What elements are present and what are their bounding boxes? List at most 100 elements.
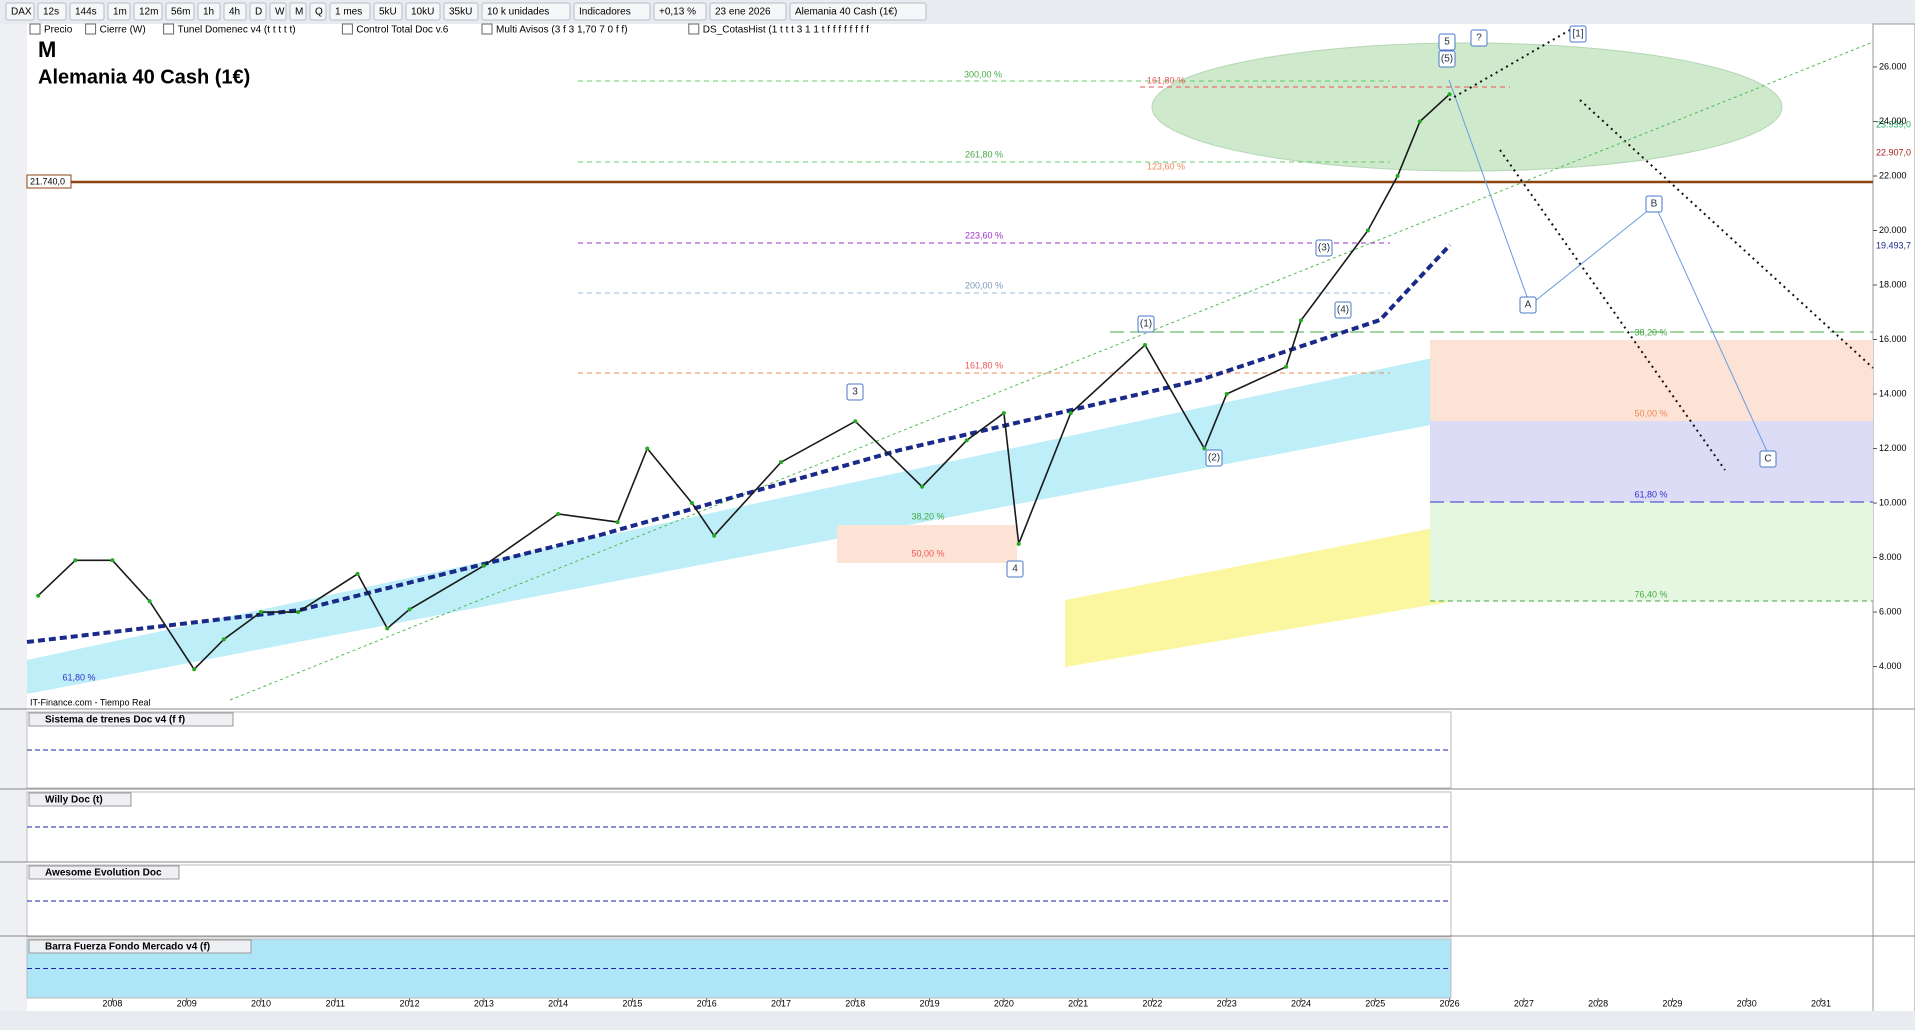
toolbar-button-label[interactable]: M [295, 7, 303, 18]
wave-box [1438, 33, 1456, 51]
toolbar-button[interactable] [443, 2, 479, 21]
fib-label: 76,40 % [1634, 589, 1667, 599]
toolbar-button-label[interactable]: 23 ene 2026 [715, 7, 771, 18]
toolbar-button-label[interactable]: 10 k unidades [487, 7, 549, 18]
toolbar-button[interactable] [107, 2, 131, 21]
y-tick-label: 14.000 [1879, 388, 1907, 398]
fib-zone [1430, 340, 1873, 421]
price-point [481, 563, 486, 568]
price-point [1224, 392, 1229, 397]
price-point [1284, 364, 1289, 369]
overlay-toggle[interactable] [481, 23, 493, 35]
toolbar-button-label[interactable]: 1h [203, 7, 214, 18]
level-box [26, 174, 72, 189]
toolbar-button[interactable] [165, 2, 195, 21]
overlay-toggle[interactable] [688, 23, 700, 35]
toolbar-button-label[interactable]: 5kU [379, 7, 397, 18]
overlay-toggle[interactable] [341, 23, 353, 35]
toolbar-button-label[interactable]: 12m [139, 7, 158, 18]
toolbar-button[interactable] [249, 2, 267, 21]
toolbar-button[interactable] [329, 2, 371, 21]
toolbar-button[interactable] [573, 2, 651, 21]
x-tick-label: 2021 [1068, 998, 1088, 1008]
toolbar-button-label[interactable]: Alemania 40 Cash (1€) [795, 7, 897, 18]
wave-box [1645, 195, 1663, 213]
projection-arrow [1579, 99, 1874, 369]
panel-title: Barra Fuerza Fondo Mercado v4 (f) [45, 942, 210, 953]
status-bar [0, 1011, 1915, 1030]
panel-title-box [28, 792, 132, 807]
price-point [964, 438, 969, 443]
toolbar-button-label[interactable]: 1m [113, 7, 127, 18]
toolbar-button[interactable] [789, 2, 927, 21]
wave-label: (1) [1140, 319, 1152, 330]
x-tick-label: 2013 [474, 998, 494, 1008]
toolbar-button-label[interactable]: 35kU [449, 7, 472, 18]
toolbar-button[interactable] [223, 2, 247, 21]
overlay-label[interactable]: Multi Avisos (3 f 3 1,70 7 0 f f) [496, 25, 628, 36]
panel-title-box [28, 712, 234, 727]
price-point [1001, 411, 1006, 416]
fib-label: 261,80 % [965, 149, 1003, 159]
x-tick-label: 2023 [1217, 998, 1237, 1008]
overlay-label[interactable]: Precio [44, 25, 73, 36]
toolbar-button-label[interactable]: Q [315, 7, 323, 18]
toolbar-button-label[interactable]: 1 mes [335, 7, 362, 18]
toolbar-button[interactable] [37, 2, 67, 21]
x-tick-label: 2011 [326, 998, 345, 1008]
toolbar-button-label[interactable]: 10kU [411, 7, 434, 18]
wave-box [1438, 50, 1456, 68]
toolbar-button-label[interactable]: 12s [43, 7, 59, 18]
overlay-label[interactable]: Control Total Doc v.6 [356, 25, 448, 36]
overlay-toggle[interactable] [29, 23, 41, 35]
toolbar-button-label[interactable]: 144s [75, 7, 97, 18]
overlay-toggle[interactable] [163, 23, 175, 35]
wave-box [1519, 296, 1537, 314]
toolbar-button-label[interactable]: Indicadores [579, 7, 631, 18]
overlay-toggle[interactable] [85, 23, 97, 35]
toolbar-button-label[interactable]: W [275, 7, 285, 18]
price-point [853, 419, 858, 424]
price-point [36, 593, 41, 598]
x-tick-label: 2012 [400, 998, 420, 1008]
wave-box [1470, 29, 1488, 47]
toolbar-button[interactable] [309, 2, 327, 21]
toolbar-button-label[interactable]: D [255, 7, 262, 18]
fib-label: 50,00 % [1634, 408, 1667, 418]
panel-title-box [28, 865, 180, 880]
toolbar-button-label[interactable]: DAX [11, 7, 32, 18]
fib-zone [837, 525, 1017, 563]
price-point [407, 607, 412, 612]
x-tick-label: 2015 [622, 998, 642, 1008]
toolbar-button[interactable] [69, 2, 105, 21]
toolbar-button[interactable] [197, 2, 221, 21]
overlay-label[interactable]: DS_CotasHist (1 t t t 3 1 1 t f f f f f … [703, 25, 869, 36]
x-tick-label: 2009 [177, 998, 197, 1008]
toolbar-button[interactable] [5, 2, 35, 21]
wave-label: (3) [1318, 243, 1330, 254]
fib-label: 223,60 % [965, 230, 1003, 240]
overlay-label[interactable]: Cierre (W) [100, 25, 146, 36]
source-label: IT-Finance.com - Tiempo Real [30, 697, 151, 707]
toolbar-button[interactable] [289, 2, 307, 21]
toolbar-button[interactable] [653, 2, 707, 21]
toolbar-button[interactable] [373, 2, 403, 21]
y-tick-label: 20.000 [1879, 225, 1907, 235]
x-tick-label: 2010 [251, 998, 271, 1008]
price-point [556, 511, 561, 516]
price-point [615, 520, 620, 525]
toolbar-button[interactable] [405, 2, 441, 21]
toolbar-button[interactable] [269, 2, 287, 21]
wave-label: ? [1476, 33, 1482, 44]
toolbar-button[interactable] [709, 2, 787, 21]
fib-label: 38,20 % [911, 511, 944, 521]
y-tick-label: 4.000 [1879, 661, 1902, 671]
toolbar-button-label[interactable]: 4h [229, 7, 240, 18]
toolbar-button[interactable] [133, 2, 163, 21]
toolbar-button-label[interactable]: 56m [171, 7, 190, 18]
fib-label: 200,00 % [965, 280, 1003, 290]
overlay-label[interactable]: Tunel Domenec v4 (t t t t t) [178, 25, 296, 36]
toolbar-button[interactable] [481, 2, 571, 21]
toolbar-button-label[interactable]: +0,13 % [659, 7, 696, 18]
price-label: 23.939,0 [1876, 119, 1911, 129]
